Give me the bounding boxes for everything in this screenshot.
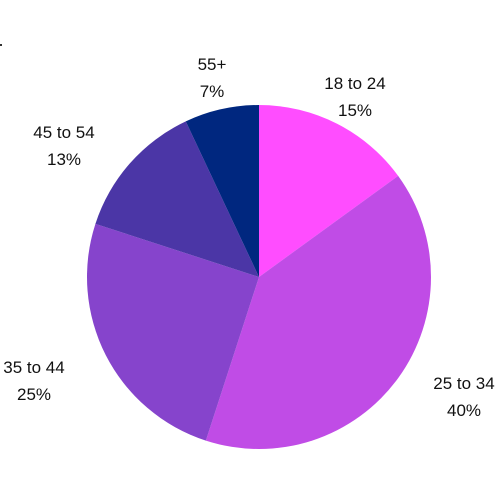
slice-category-label: 55+ — [198, 55, 227, 74]
slice-category-label: 45 to 54 — [33, 123, 94, 142]
slice-category-label: 18 to 24 — [324, 74, 385, 93]
slice-percent-label: 40% — [447, 401, 481, 420]
slice-percent-label: 25% — [17, 385, 51, 404]
pie-slice-55plus — [185, 105, 259, 277]
slice-percent-label: 7% — [200, 82, 225, 101]
slice-category-label: 35 to 44 — [3, 358, 64, 377]
pie-labels: 18 to 24 15% 25 to 34 40% 35 to 44 25% 45 to 5… — [3, 55, 494, 420]
slice-category-label: 25 to 34 — [433, 374, 494, 393]
pie-slice-45-to-54 — [95, 121, 259, 278]
slice-percent-label: 13% — [47, 150, 81, 169]
pie-slice-18-to-24 — [259, 105, 399, 277]
pie-slice-35-to-44 — [87, 223, 260, 441]
edge-artifact — [0, 44, 2, 46]
pie-slices — [87, 105, 431, 449]
slice-percent-label: 15% — [338, 101, 372, 120]
pie-slice-25-to-34 — [205, 175, 431, 449]
